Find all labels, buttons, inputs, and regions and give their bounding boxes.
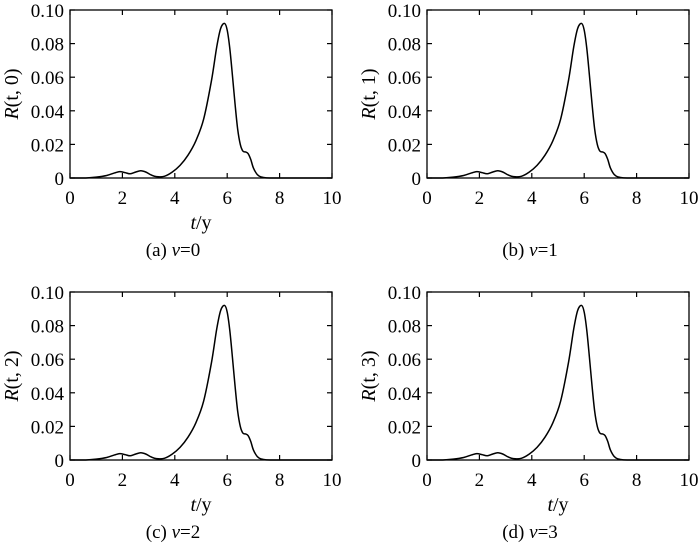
caption-suffix: =1 (538, 240, 558, 261)
y-tick-label: 0.10 (31, 283, 64, 304)
y-axis-label: R(t, 1) (358, 68, 380, 120)
x-axis-label-unit: /y (553, 494, 569, 516)
x-tick-label: 10 (323, 188, 342, 209)
caption-var: v (172, 240, 181, 261)
y-axis-label-var: R (358, 389, 380, 402)
caption-var: v (172, 522, 181, 543)
y-axis-label-args: (t, 3) (358, 350, 380, 389)
x-tick-label: 4 (170, 188, 180, 209)
y-axis-label: R(t, 0) (1, 68, 23, 120)
x-tick-label: 6 (579, 470, 589, 491)
y-tick-label: 0.04 (31, 102, 65, 123)
x-tick-label: 4 (170, 470, 180, 491)
y-tick-label: 0.02 (388, 135, 421, 156)
caption-suffix: =3 (538, 522, 558, 543)
y-axis-label-var: R (358, 107, 380, 120)
x-tick-label: 0 (65, 470, 75, 491)
x-axis-label-var: t (547, 494, 553, 516)
y-axis-label: R(t, 3) (358, 350, 380, 402)
panel-caption: (a) v=0 (146, 240, 201, 261)
y-axis-label: R(t, 2) (1, 350, 23, 402)
x-tick-label: 6 (222, 470, 232, 491)
y-tick-label: 0 (55, 169, 65, 190)
x-tick-label: 2 (118, 470, 128, 491)
y-tick-label: 0.06 (388, 68, 421, 89)
x-tick-label: 8 (632, 188, 642, 209)
x-axis-label-var: t (190, 212, 196, 234)
plot-frame (69, 291, 333, 461)
y-axis-label-args: (t, 1) (358, 68, 380, 107)
y-tick-label: 0.02 (388, 417, 421, 438)
x-tick-label: 8 (275, 188, 285, 209)
caption-prefix: (c) (146, 522, 172, 543)
x-tick-label: 8 (275, 470, 285, 491)
y-tick-label: 0.10 (31, 1, 64, 22)
x-tick-label: 8 (632, 470, 642, 491)
panel-d: 0 2 4 6 8 10 0 0.02 0.04 0.06 0.08 0.10 R(t, 3) t/y (d… (358, 283, 699, 543)
plot-frame (426, 9, 690, 179)
panel-a: 0 2 4 6 8 10 0 0.02 0.04 0.06 0.08 0.10 R(t, 0) t/y (a… (1, 1, 342, 261)
y-tick-label: 0 (412, 451, 422, 472)
x-tick-label: 2 (475, 470, 485, 491)
series-line (69, 304, 332, 461)
y-axis-label-args: (t, 0) (1, 68, 23, 107)
x-tick-label: 0 (422, 188, 432, 209)
y-tick-label: 0.04 (388, 102, 422, 123)
panel-c: 0 2 4 6 8 10 0 0.02 0.04 0.06 0.08 0.10 R(t, 2) t/y (c… (1, 283, 342, 543)
y-tick-label: 0 (412, 169, 422, 190)
x-tick-label: 0 (65, 188, 75, 209)
x-axis-label: t/y (190, 212, 211, 234)
y-tick-label: 0.06 (31, 350, 64, 371)
series-line (426, 22, 689, 179)
y-axis-label-var: R (1, 389, 23, 402)
y-tick-label: 0.06 (388, 350, 421, 371)
x-tick-label: 0 (422, 470, 432, 491)
caption-prefix: (a) (146, 240, 172, 261)
series-line (426, 304, 689, 461)
x-axis-label-var: t (190, 494, 196, 516)
x-tick-label: 4 (527, 470, 537, 491)
x-axis-label: t/y (190, 494, 211, 516)
caption-suffix: =2 (180, 522, 200, 543)
y-axis-label-args: (t, 2) (1, 350, 23, 389)
x-axis-label-unit: /y (196, 494, 212, 516)
caption-var: v (529, 522, 538, 543)
y-tick-label: 0.04 (388, 384, 422, 405)
y-tick-label: 0.08 (388, 35, 421, 56)
x-tick-label: 4 (527, 188, 537, 209)
x-axis-label-unit: /y (196, 212, 212, 234)
y-tick-label: 0 (55, 451, 65, 472)
caption-prefix: (d) (502, 522, 529, 543)
x-tick-label: 2 (475, 188, 485, 209)
plot-frame (426, 291, 690, 461)
y-tick-label: 0.04 (31, 384, 65, 405)
y-axis-label-var: R (1, 107, 23, 120)
caption-suffix: =0 (180, 240, 200, 261)
plot-frame (69, 9, 333, 179)
y-tick-label: 0.02 (31, 135, 64, 156)
y-tick-label: 0.02 (31, 417, 64, 438)
x-tick-label: 6 (222, 188, 232, 209)
y-tick-label: 0.10 (388, 1, 421, 22)
y-tick-label: 0.08 (31, 317, 64, 338)
x-axis-label: t/y (547, 494, 568, 516)
panel-caption: (d) v=3 (502, 522, 558, 543)
y-tick-label: 0.06 (31, 68, 64, 89)
panel-caption: (b) v=1 (502, 240, 558, 261)
x-tick-label: 10 (680, 188, 699, 209)
x-tick-label: 6 (579, 188, 589, 209)
caption-prefix: (b) (502, 240, 529, 261)
caption-var: v (529, 240, 538, 261)
panel-caption: (c) v=2 (146, 522, 201, 543)
y-tick-label: 0.08 (31, 35, 64, 56)
x-tick-label: 10 (323, 470, 342, 491)
x-tick-label: 2 (118, 188, 128, 209)
y-tick-label: 0.08 (388, 317, 421, 338)
x-tick-label: 10 (680, 470, 699, 491)
panel-b: 0 2 4 6 8 10 0 0.02 0.04 0.06 0.08 0.10 R(t, 1) (b) v… (358, 1, 699, 261)
y-tick-label: 0.10 (388, 283, 421, 304)
series-line (69, 22, 332, 179)
